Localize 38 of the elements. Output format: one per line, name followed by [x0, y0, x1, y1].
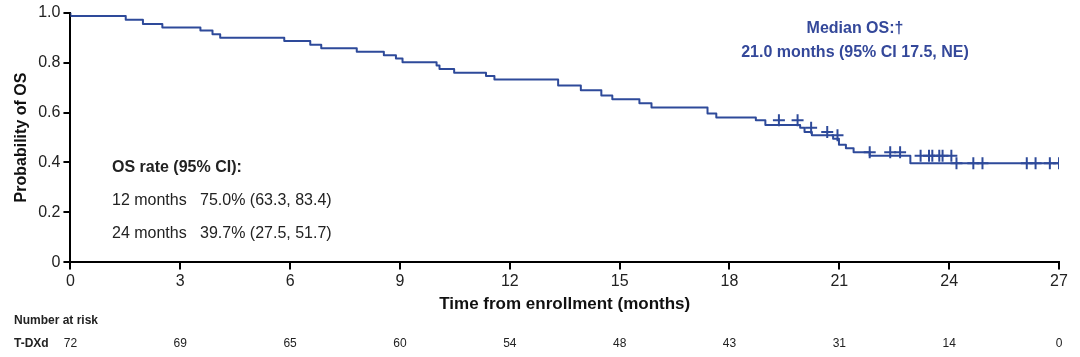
x-tick-label: 24	[940, 272, 959, 290]
y-tick-label: 0.6	[38, 102, 61, 120]
text: 54	[503, 336, 517, 351]
text: 69	[173, 336, 188, 351]
y-tick-label: 0.2	[38, 202, 61, 220]
point	[893, 145, 908, 160]
x-tick-label: 3	[175, 272, 185, 290]
x-tick-label: 21	[830, 272, 849, 290]
x-tick-label: 9	[395, 272, 405, 290]
y-tick-label: 0.4	[38, 152, 61, 170]
annotation: 24 months 39.7% (27.5, 51.7)	[112, 224, 332, 242]
x-tick-label: 18	[720, 272, 739, 290]
text: 72	[63, 336, 78, 351]
annotation: Median OS:†	[806, 19, 904, 37]
point	[804, 120, 819, 135]
x-axis-title: Time from enrollment (months)	[439, 294, 691, 314]
text: 0	[1055, 336, 1063, 351]
text: 31	[832, 336, 847, 351]
text: Number at risk	[14, 313, 99, 327]
text: 65	[283, 336, 298, 351]
y-tick-label: 0.8	[38, 52, 61, 70]
text: 60	[393, 336, 407, 351]
y-tick-label: 0	[51, 252, 61, 270]
text: 43	[722, 336, 737, 351]
text: 14	[942, 336, 957, 351]
x-tick-label: 6	[285, 272, 295, 290]
point	[820, 125, 835, 139]
text: 48	[612, 336, 627, 351]
y-axis-title: Probability of OS	[12, 72, 30, 203]
annotation: OS rate (95% CI):	[112, 158, 242, 176]
text: T-DXd	[14, 336, 49, 350]
y-tick-label: 1.0	[38, 3, 61, 21]
x-tick-label: 0	[65, 272, 75, 290]
annotation: 12 months 75.0% (63.3, 83.4)	[112, 191, 332, 209]
x-tick-label: 15	[610, 272, 629, 290]
x-tick-label: 12	[500, 272, 519, 290]
x-tick-label: 27	[1050, 272, 1068, 290]
annotation: 21.0 months (95% CI 17.5, NE)	[741, 43, 969, 61]
